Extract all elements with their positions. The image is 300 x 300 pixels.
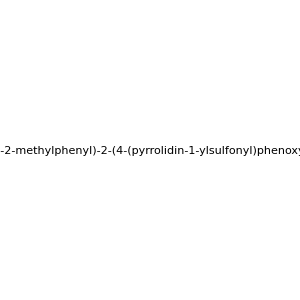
Text: N-(5-chloro-2-methylphenyl)-2-(4-(pyrrolidin-1-ylsulfonyl)phenoxy)acetamide: N-(5-chloro-2-methylphenyl)-2-(4-(pyrrol… — [0, 146, 300, 157]
